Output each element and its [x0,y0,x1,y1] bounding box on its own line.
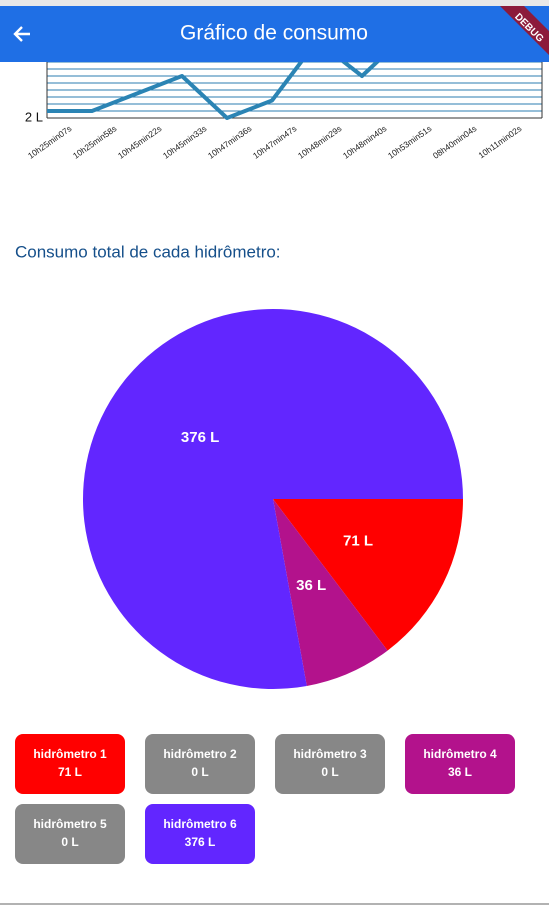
pie-chart: 71 L 36 L 376 L [83,309,464,689]
meter-card [405,734,515,794]
meter-card [145,804,255,864]
meter-card [275,734,385,794]
pie-slice [83,309,464,689]
x-tick-label: 10h45min33s [161,123,209,160]
meter-card [15,734,125,794]
slice-label: 376 L [181,429,219,446]
x-tick-label: 10h11min02s [476,123,523,160]
meter-value: 0 L [61,835,78,849]
y-tick-label: 2 L [25,109,43,124]
meter-cards: hidrômetro 1 71 L hidrômetro 2 0 L hidrômetr… [15,734,515,864]
meter-name: hidrômetro 6 [163,817,237,831]
x-tick-label: 10h45min22s [116,123,164,160]
meter-name: hidrômetro 4 [423,747,497,761]
meter-name: hidrômetro 2 [163,747,237,761]
slice-label: 71 L [343,532,373,549]
line-chart [46,62,543,120]
meter-card [15,804,125,864]
meter-value: 71 L [58,765,82,779]
meter-name: hidrômetro 1 [33,747,107,761]
slice-label: 36 L [296,577,326,594]
x-tick-label: 10h25min07s [26,123,74,160]
x-tick-label: 10h48min40s [341,123,389,160]
app-title: Gráfico de consumo [180,22,368,45]
pie-slice [273,499,464,651]
x-tick-label: 10h47min47s [251,123,299,160]
meter-name: hidrômetro 3 [293,747,367,761]
back-button[interactable] [13,26,30,42]
meter-value: 376 L [185,835,216,849]
app-bar [0,6,549,62]
debug-banner [500,6,549,55]
meter-card [145,734,255,794]
x-tick-label: 10h48min29s [296,123,344,160]
x-tick-label: 10h47min36s [206,123,254,160]
line-series [47,62,380,120]
meter-value: 0 L [191,765,208,779]
x-tick-label: 10h25min58s [71,123,119,160]
status-bar [0,0,549,6]
meter-value: 36 L [448,765,472,779]
line-chart-labels: 2 L10h25min07s10h25min58s10h45min22s10h4… [25,109,524,160]
meter-name: hidrômetro 5 [33,817,107,831]
meter-value: 0 L [321,765,338,779]
x-tick-label: 08h40min04s [431,123,479,160]
x-tick-label: 10h53min51s [386,123,434,160]
section-title: Consumo total de cada hidrômetro: [15,242,281,261]
pie-slice [273,499,388,686]
